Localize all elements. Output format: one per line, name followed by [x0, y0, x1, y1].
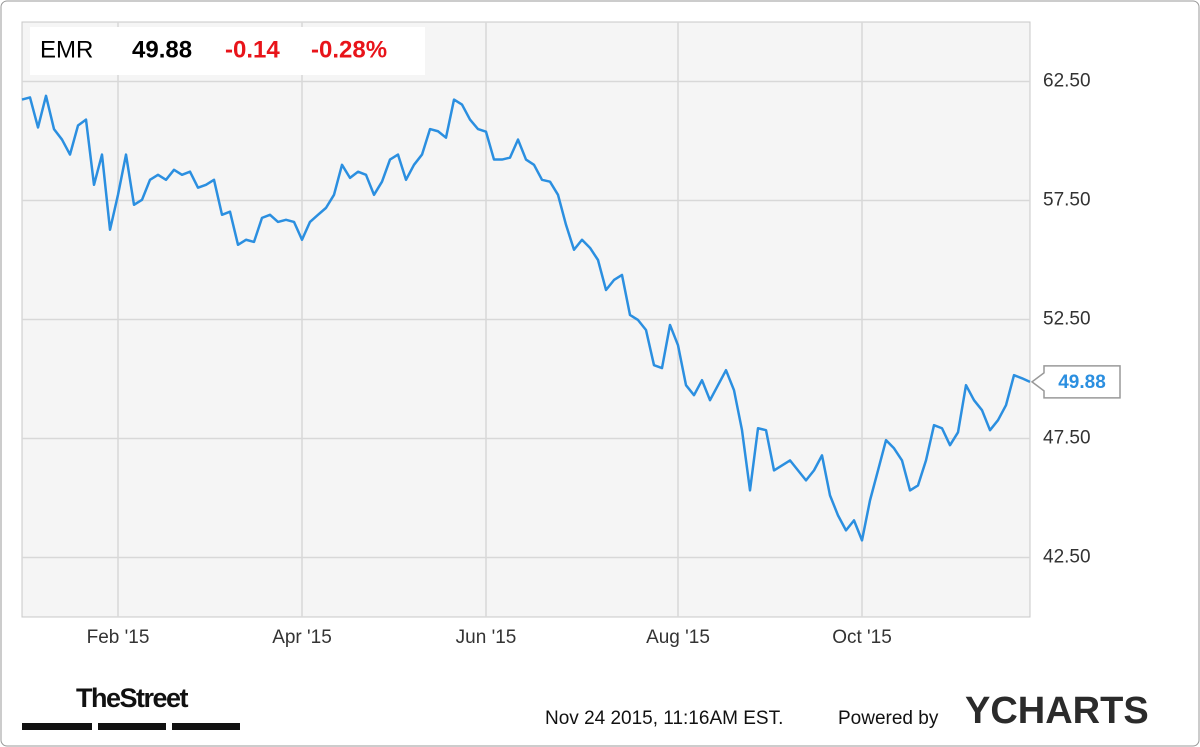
logo-bar: [22, 723, 92, 730]
logo-bar: [172, 723, 240, 730]
header-box: [30, 27, 425, 75]
last-value-label: 49.88: [1058, 372, 1106, 393]
brand: YCHARTS: [965, 690, 1149, 732]
y-tick-label: 57.50: [1043, 190, 1091, 211]
grid: [22, 22, 1030, 617]
logo-bar: [98, 723, 166, 730]
x-tick-label: Oct '15: [832, 627, 892, 648]
price-line: [21, 94, 1031, 542]
y-tick-label: 42.50: [1043, 547, 1091, 568]
timestamp: Nov 24 2015, 11:16AM EST.: [545, 708, 783, 729]
change: -0.14: [225, 36, 280, 63]
x-tick-label: Aug '15: [646, 627, 710, 648]
symbol: EMR: [40, 36, 93, 63]
x-tick-label: Apr '15: [272, 627, 332, 648]
y-tick-label: 47.50: [1043, 428, 1091, 449]
y-tick-label: 52.50: [1043, 309, 1091, 330]
y-tick-label: 62.50: [1043, 71, 1091, 92]
x-tick-label: Feb '15: [87, 627, 150, 648]
powered-by: Powered by: [838, 708, 939, 729]
x-tick-label: Jun '15: [456, 627, 517, 648]
last-value-callout: [1030, 365, 1121, 399]
price: 49.88: [132, 36, 192, 63]
plot: [21, 94, 1031, 542]
source-logo: TheStreet: [76, 683, 189, 713]
change-pct: -0.28%: [311, 36, 387, 63]
